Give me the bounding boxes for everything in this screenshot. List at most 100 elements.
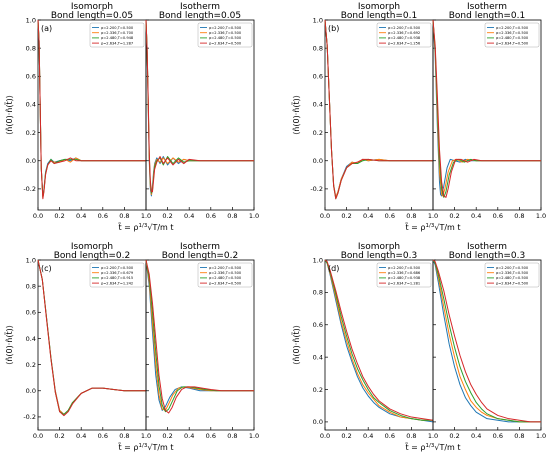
- x-axis-label: t̃ = ρ1/3√T/m t: [405, 222, 461, 232]
- x-tick-label: 0.4: [184, 212, 194, 220]
- legend-entry: ρ=2.200,T=0.500: [209, 26, 242, 30]
- legend-entry: ρ=2.634,T=0.500: [496, 281, 529, 285]
- legend-entry: ρ=2.634,T=1.281: [388, 281, 420, 285]
- panel-b: 0.0 0.2 0.4 0.6 0.8 1.0 -0.2 0.0 0.2 0.4 0.6 0.8 1.0…: [291, 2, 547, 232]
- legend: ρ=2.200,T=0.500ρ=2.336,T=0.692ρ=2.480,T=…: [376, 22, 432, 48]
- y-tick-label: 0.2: [313, 129, 323, 137]
- subplot-left: 0.0 0.2 0.4 0.6 0.8 1.0 -0.2 0.0 0.2 0.4 0.6 0.8 1.0…: [310, 2, 438, 220]
- legend-box: [484, 262, 540, 288]
- y-tick-label: 0.0: [313, 157, 323, 165]
- legend-entry: ρ=2.480,T=0.500: [496, 36, 529, 40]
- x-tick-label: 1.0: [536, 432, 546, 440]
- legend-entry: ρ=2.336,T=0.679: [101, 271, 134, 275]
- subplot-title-line: Isotherm: [180, 242, 220, 252]
- legend-entry: ρ=2.336,T=0.692: [388, 31, 420, 35]
- x-tick-label: 1.0: [428, 432, 438, 440]
- legend-entry: ρ=2.200,T=0.500: [496, 26, 529, 30]
- y-tick-label: 1.0: [313, 16, 323, 24]
- axes-frame: [145, 259, 255, 431]
- x-tick-label: 0.4: [471, 432, 481, 440]
- legend-entry: ρ=2.480,T=0.500: [209, 36, 242, 40]
- y-tick-label: 0.8: [26, 44, 36, 52]
- x-tick-label: 0.4: [363, 212, 373, 220]
- legend-entry: ρ=2.200,T=0.500: [388, 26, 421, 30]
- legend-entry: ρ=2.336,T=0.500: [496, 31, 529, 35]
- series-line-4: [432, 19, 541, 198]
- legend-entry: ρ=2.200,T=0.500: [388, 266, 421, 270]
- legend-box: [376, 22, 432, 48]
- y-tick-label: -0.2: [23, 413, 36, 421]
- y-tick-label: 0.6: [26, 73, 36, 81]
- subplot-left: 0.0 0.2 0.4 0.6 0.8 1.0 -0.2 0.0 0.2 0.4 0.6 0.8 1.0…: [23, 242, 151, 440]
- axes-frame: [145, 19, 255, 211]
- series-line-4: [324, 259, 434, 421]
- x-tick-label: 0.4: [184, 432, 194, 440]
- x-tick-label: 1.0: [536, 212, 546, 220]
- x-axis-label: t̃ = ρ1/3√T/m t: [405, 442, 461, 452]
- subplot-title-line: Isotherm: [467, 242, 507, 252]
- x-tick-label: 0.4: [76, 432, 86, 440]
- subplot-left: 0.0 0.2 0.4 0.6 0.8 1.0 -0.2 0.0 0.2 0.4 0.6 0.8 1.0…: [23, 2, 151, 220]
- subplot-title-line: Bond length=0.05: [51, 11, 133, 21]
- x-tick-label: 0.8: [406, 212, 416, 220]
- legend-entry: ρ=2.634,T=0.500: [209, 41, 242, 45]
- x-tick-label: 0.8: [227, 212, 237, 220]
- legend-box: [197, 262, 253, 288]
- legend-entry: ρ=2.480,T=0.938: [388, 36, 421, 40]
- y-tick-label: 0.6: [26, 309, 36, 317]
- legend-entry: ρ=2.200,T=0.500: [101, 26, 134, 30]
- series-line-4: [145, 259, 254, 414]
- y-tick-label: 0.0: [26, 157, 36, 165]
- x-tick-label: 0.2: [341, 212, 351, 220]
- legend-entry: ρ=2.200,T=0.500: [496, 266, 529, 270]
- x-tick-label: 0.2: [341, 432, 351, 440]
- x-tick-label: 0.8: [119, 212, 129, 220]
- x-tick-label: 0.0: [33, 432, 43, 440]
- legend-entry: ρ=2.480,T=0.500: [496, 276, 529, 280]
- y-tick-label: 0.2: [26, 361, 36, 369]
- subplot-left: 0.0 0.2 0.4 0.6 0.8 1.0 0.0 0.2 0.4 0.6 0.8 1.0 Isom…: [313, 242, 439, 440]
- subplot-title-line: Isomorph: [358, 2, 400, 12]
- axes-frame: [37, 19, 147, 211]
- x-tick-label: 0.8: [514, 432, 524, 440]
- legend-box: [89, 262, 145, 288]
- y-tick-label: 0.0: [313, 418, 323, 426]
- x-tick-label: 0.2: [449, 212, 459, 220]
- y-tick-label: 1.0: [26, 256, 36, 264]
- y-tick-label: -0.2: [310, 185, 323, 193]
- series-line-2: [324, 259, 433, 421]
- subplot-title-line: Isotherm: [180, 2, 220, 12]
- x-tick-label: 0.6: [98, 432, 108, 440]
- axes-frame: [432, 259, 542, 431]
- legend-entry: ρ=2.336,T=0.500: [209, 271, 242, 275]
- legend-box: [484, 22, 540, 48]
- panel-label: (b): [328, 24, 339, 33]
- subplot-title-line: Isotherm: [467, 2, 507, 12]
- subplot-title-line: Isomorph: [358, 242, 400, 252]
- panel-label: (c): [41, 264, 52, 273]
- legend-entry: ρ=2.336,T=0.700: [101, 31, 134, 35]
- legend-entry: ρ=2.634,T=0.500: [209, 281, 242, 285]
- y-tick-label: 0.6: [313, 73, 323, 81]
- legend: ρ=2.200,T=0.500ρ=2.336,T=0.500ρ=2.480,T=…: [484, 22, 540, 48]
- x-tick-label: 1.0: [249, 212, 259, 220]
- legend-box: [376, 262, 432, 288]
- y-axis-label: ⟨n̂(0)·n̂(t̃)⟩: [4, 95, 14, 135]
- y-tick-label: 0.4: [26, 101, 36, 109]
- subplot-title-line: Bond length=0.3: [449, 251, 526, 261]
- series-line-4: [432, 259, 541, 423]
- y-tick-label: -0.2: [23, 185, 36, 193]
- subplot-title-line: Isomorph: [71, 2, 113, 12]
- x-tick-label: 0.2: [449, 432, 459, 440]
- subplot-title-line: Bond length=0.3: [341, 251, 418, 261]
- subplot-title-line: Bond length=0.1: [449, 11, 526, 21]
- x-tick-label: 0.8: [514, 212, 524, 220]
- subplot-title-line: Bond length=0.2: [54, 251, 131, 261]
- legend-entry: ρ=2.200,T=0.500: [209, 266, 242, 270]
- series-line-1: [432, 259, 541, 423]
- x-axis-label: t̃ = ρ1/3√T/m t: [118, 442, 174, 452]
- legend-entry: ρ=2.634,T=1.242: [101, 281, 133, 285]
- x-tick-label: 0.2: [162, 432, 172, 440]
- x-tick-label: 0.4: [363, 432, 373, 440]
- legend-entry: ρ=2.336,T=0.500: [209, 31, 242, 35]
